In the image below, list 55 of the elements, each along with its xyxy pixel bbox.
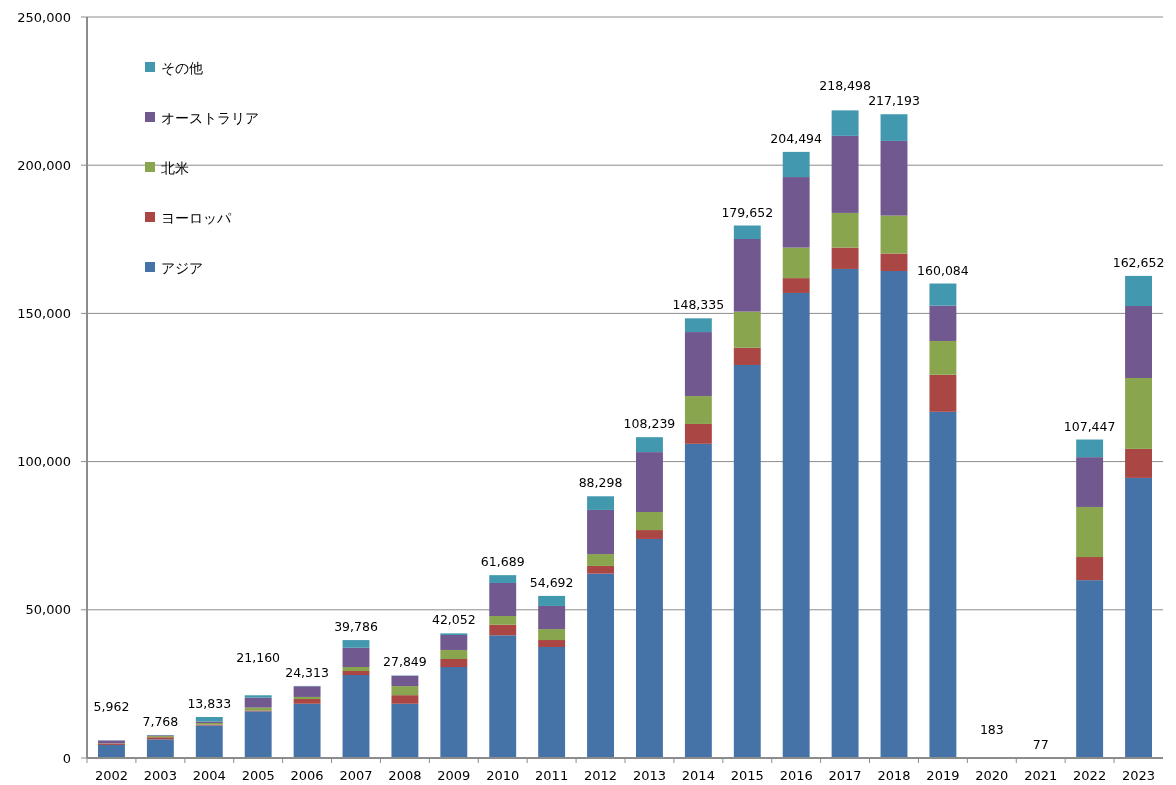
x-tick-label: 2014 bbox=[681, 768, 715, 783]
legend-label: 北米 bbox=[161, 159, 189, 176]
total-label: 88,298 bbox=[578, 475, 623, 491]
x-tick-label: 2005 bbox=[241, 768, 275, 783]
y-tick-label: 0 bbox=[62, 750, 71, 766]
x-tick-label: 2008 bbox=[388, 768, 422, 783]
total-label: 218,498 bbox=[819, 78, 871, 94]
y-tick-label: 150,000 bbox=[17, 305, 71, 321]
total-label: 24,313 bbox=[285, 664, 329, 680]
x-tick-label: 2015 bbox=[730, 768, 764, 783]
x-tick-label: 2016 bbox=[779, 768, 813, 783]
y-tick-label: 100,000 bbox=[17, 454, 71, 470]
y-tick-label: 250,000 bbox=[17, 9, 71, 25]
total-label: 107,447 bbox=[1063, 418, 1116, 434]
x-tick-label: 2009 bbox=[437, 768, 471, 783]
x-tick-label: 2004 bbox=[192, 768, 226, 783]
total-label: 183 bbox=[979, 721, 1004, 737]
total-label: 42,052 bbox=[431, 612, 476, 628]
x-tick-label: 2003 bbox=[143, 768, 177, 783]
total-label: 162,652 bbox=[1112, 254, 1165, 270]
x-tick-label: 2023 bbox=[1122, 768, 1156, 783]
total-label: 217,193 bbox=[868, 93, 920, 109]
total-label: 108,239 bbox=[623, 416, 676, 432]
total-label: 7,768 bbox=[142, 713, 179, 729]
total-label: 21,160 bbox=[236, 649, 281, 665]
total-label: 160,084 bbox=[917, 262, 969, 278]
total-label: 13,833 bbox=[187, 696, 232, 711]
x-tick-label: 2012 bbox=[584, 768, 618, 783]
x-tick-label: 2002 bbox=[94, 768, 128, 783]
x-tick-label: 2013 bbox=[632, 768, 666, 783]
legend-label: その他 bbox=[161, 59, 203, 76]
y-tick-label: 200,000 bbox=[17, 157, 71, 173]
total-label: 54,692 bbox=[529, 574, 574, 590]
x-tick-label: 2022 bbox=[1073, 768, 1107, 783]
x-tick-label: 2011 bbox=[535, 768, 569, 783]
legend-label: アジア bbox=[161, 259, 203, 276]
y-tick-label: 50,000 bbox=[25, 602, 71, 618]
total-label: 179,652 bbox=[721, 204, 774, 220]
legend-label: オーストラリア bbox=[161, 109, 259, 126]
total-label: 77 bbox=[1032, 736, 1049, 752]
x-tick-label: 2007 bbox=[339, 768, 373, 783]
total-label: 204,494 bbox=[770, 130, 823, 146]
x-tick-label: 2018 bbox=[877, 768, 911, 783]
x-tick-label: 2017 bbox=[828, 768, 862, 783]
total-label: 39,786 bbox=[334, 619, 378, 635]
x-tick-label: 2021 bbox=[1024, 768, 1058, 783]
legend-label: ヨーロッパ bbox=[161, 209, 232, 226]
total-label: 148,335 bbox=[672, 297, 725, 313]
x-tick-label: 2019 bbox=[926, 768, 960, 783]
total-label: 27,849 bbox=[383, 654, 427, 670]
total-label: 61,689 bbox=[480, 554, 525, 570]
x-tick-label: 2020 bbox=[975, 768, 1009, 783]
total-label: 5,962 bbox=[93, 698, 130, 714]
x-tick-label: 2010 bbox=[486, 768, 520, 783]
x-tick-label: 2006 bbox=[290, 768, 324, 783]
